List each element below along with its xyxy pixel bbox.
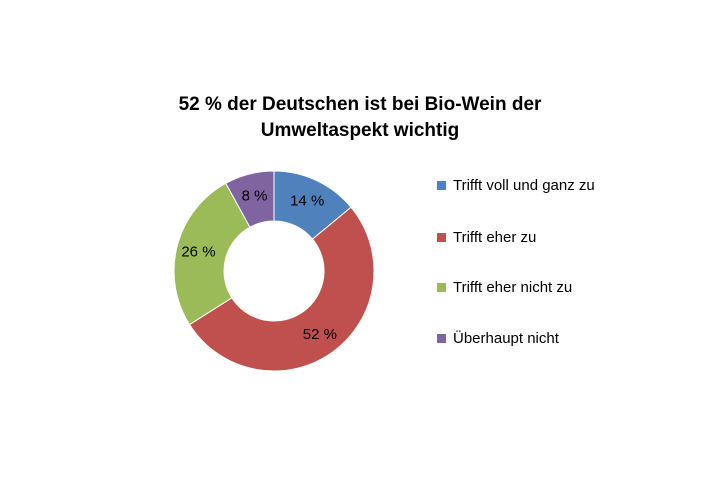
- legend-swatch: [437, 334, 446, 343]
- donut-slice-3: [225, 170, 275, 228]
- chart-title-line-2: Umweltaspekt wichtig: [260, 120, 460, 141]
- chart-title: 52 % der Deutschen ist bei Bio-Wein der …: [150, 92, 570, 144]
- legend-item-trifft-eher-nicht-zu: Trifft eher nicht zu: [437, 278, 603, 298]
- legend-label: Trifft eher zu: [453, 229, 537, 246]
- legend-swatch: [437, 233, 446, 242]
- donut-slice-1: [188, 206, 375, 372]
- slice-data-label-0: 14 %: [290, 192, 324, 209]
- slice-data-label-2: 26 %: [181, 244, 215, 261]
- donut-slice-2: [173, 182, 251, 326]
- legend-label: Überhaupt nicht: [453, 330, 559, 347]
- legend-item-trifft-eher-zu: Trifft eher zu: [437, 228, 603, 248]
- chart-title-line-1: 52 % der Deutschen ist bei Bio-Wein der: [178, 94, 542, 115]
- legend-swatch: [437, 283, 446, 292]
- legend-item-ueberhaupt-nicht: Überhaupt nicht: [437, 329, 603, 349]
- slice-data-label-1: 52 %: [303, 326, 337, 343]
- legend-item-trifft-voll-und-ganz-zu: Trifft voll und ganz zu: [437, 176, 603, 196]
- legend-swatch: [437, 181, 446, 190]
- legend-label: Trifft voll und ganz zu: [453, 177, 595, 194]
- slice-data-label-3: 8 %: [242, 187, 268, 204]
- legend-label: Trifft eher nicht zu: [453, 279, 573, 296]
